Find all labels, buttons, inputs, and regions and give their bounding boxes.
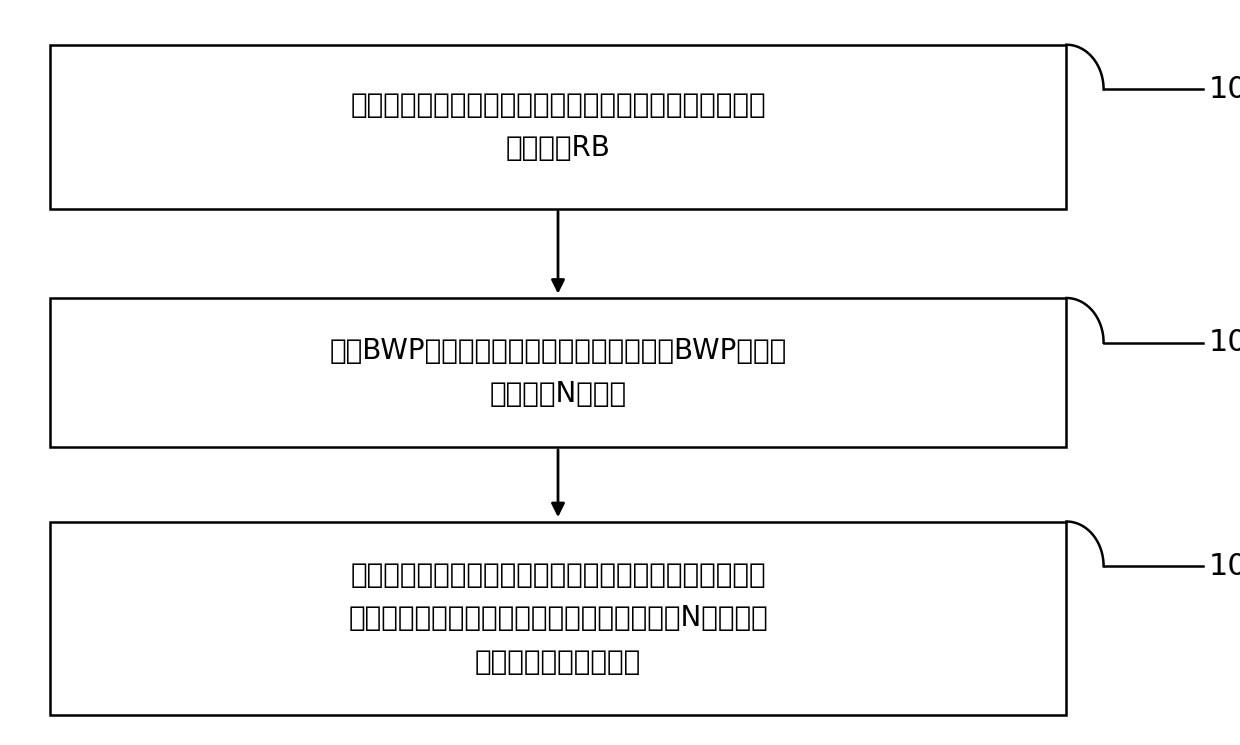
Text: 根据BWP的大小和频域资源分配颗粒度，对BWP进行划
分，得到N个单元: 根据BWP的大小和频域资源分配颗粒度，对BWP进行划 分，得到N个单元 [330, 337, 786, 408]
Text: 102: 102 [1209, 329, 1240, 357]
Text: 101: 101 [1209, 75, 1240, 104]
Text: 103: 103 [1209, 552, 1240, 580]
FancyBboxPatch shape [50, 45, 1066, 209]
FancyBboxPatch shape [50, 298, 1066, 447]
Text: 确定频域资源分配颗粒度；其中，频域资源分配颗粒度为
大于一个RB: 确定频域资源分配颗粒度；其中，频域资源分配颗粒度为 大于一个RB [350, 91, 766, 162]
Text: 向用户终端发送调度信息；其中，调度信息中包括频域资
源分配指示域，频域资源分配指示域用于指示N个单元中
给用户终端分配的单元: 向用户终端发送调度信息；其中，调度信息中包括频域资 源分配指示域，频域资源分配指… [348, 561, 768, 676]
FancyBboxPatch shape [50, 522, 1066, 715]
